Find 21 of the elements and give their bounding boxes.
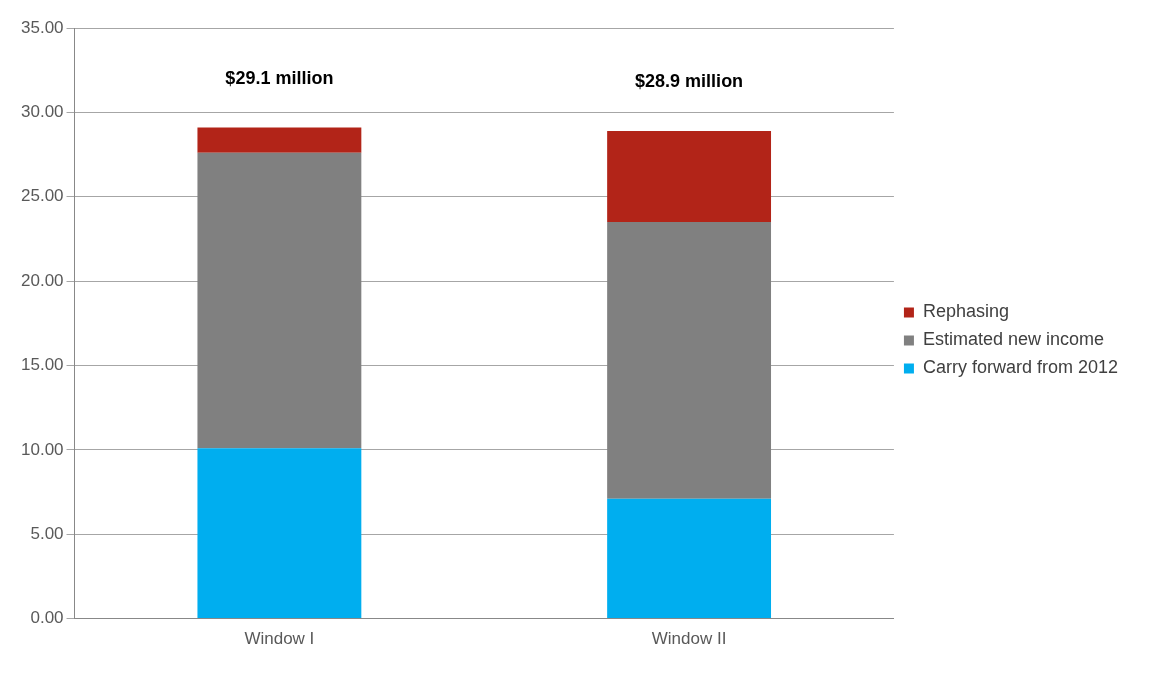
bar bbox=[607, 498, 772, 619]
y-tick-label: 30.00 bbox=[20, 102, 64, 122]
bar bbox=[197, 448, 362, 619]
x-tick-label: Window II bbox=[651, 629, 727, 649]
y-tick-label: 15.00 bbox=[20, 355, 64, 375]
total-label: $28.9 million bbox=[635, 70, 744, 91]
legend-label: Rephasing bbox=[922, 301, 1009, 322]
y-tick-label: 20.00 bbox=[20, 270, 64, 290]
total-label: $29.1 million bbox=[225, 67, 334, 88]
y-tick-label: 35.00 bbox=[20, 17, 64, 37]
bar bbox=[607, 130, 772, 223]
x-tick-label: Window I bbox=[244, 629, 315, 649]
legend-label: Carry forward from 2012 bbox=[922, 357, 1119, 378]
bar bbox=[607, 222, 772, 499]
y-tick-label: 10.00 bbox=[20, 439, 64, 459]
legend-label: Estimated new income bbox=[922, 329, 1105, 350]
bar bbox=[197, 127, 362, 153]
y-tick-label: 0.00 bbox=[30, 608, 64, 628]
y-tick-label: 25.00 bbox=[20, 186, 64, 206]
bar bbox=[197, 152, 362, 449]
y-tick-label: 5.00 bbox=[30, 523, 64, 543]
